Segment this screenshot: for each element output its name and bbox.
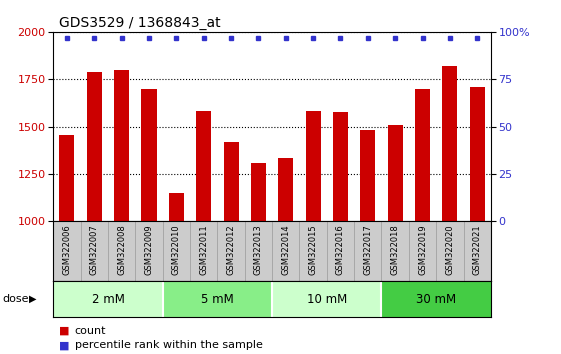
Bar xyxy=(251,164,266,221)
Text: dose: dose xyxy=(3,294,29,304)
Text: GDS3529 / 1368843_at: GDS3529 / 1368843_at xyxy=(59,16,220,30)
Bar xyxy=(59,135,75,221)
Bar xyxy=(87,72,102,221)
Text: GSM322012: GSM322012 xyxy=(227,224,236,275)
Text: GSM322009: GSM322009 xyxy=(145,224,154,275)
Text: 5 mM: 5 mM xyxy=(201,293,234,306)
Text: GSM322020: GSM322020 xyxy=(445,224,454,275)
Bar xyxy=(223,142,238,221)
Bar xyxy=(306,112,321,221)
Text: ■: ■ xyxy=(59,326,70,336)
Text: GSM322013: GSM322013 xyxy=(254,224,263,275)
Text: GSM322017: GSM322017 xyxy=(364,224,373,275)
Bar xyxy=(381,281,491,317)
Bar xyxy=(272,281,381,317)
Bar xyxy=(333,112,348,221)
Text: 2 mM: 2 mM xyxy=(91,293,125,306)
Bar xyxy=(360,130,375,221)
Bar xyxy=(388,125,403,221)
Text: ▶: ▶ xyxy=(29,294,36,304)
Text: 30 mM: 30 mM xyxy=(416,293,456,306)
Text: GSM322010: GSM322010 xyxy=(172,224,181,275)
Text: GSM322008: GSM322008 xyxy=(117,224,126,275)
Text: GSM322016: GSM322016 xyxy=(336,224,345,275)
Bar xyxy=(442,66,457,221)
Text: count: count xyxy=(75,326,106,336)
Bar xyxy=(278,158,293,221)
Text: GSM322015: GSM322015 xyxy=(309,224,318,275)
Bar xyxy=(196,112,211,221)
Text: 10 mM: 10 mM xyxy=(307,293,347,306)
Text: ■: ■ xyxy=(59,340,70,350)
Text: GSM322014: GSM322014 xyxy=(281,224,290,275)
Bar xyxy=(141,88,157,221)
Bar xyxy=(53,281,163,317)
Bar xyxy=(415,88,430,221)
Text: GSM322011: GSM322011 xyxy=(199,224,208,275)
Bar xyxy=(169,193,184,221)
Bar xyxy=(163,281,272,317)
Bar xyxy=(114,70,129,221)
Text: GSM322021: GSM322021 xyxy=(473,224,482,275)
Text: GSM322007: GSM322007 xyxy=(90,224,99,275)
Text: GSM322006: GSM322006 xyxy=(62,224,71,275)
Text: GSM322019: GSM322019 xyxy=(418,224,427,275)
Text: GSM322018: GSM322018 xyxy=(390,224,399,275)
Bar xyxy=(470,87,485,221)
Text: percentile rank within the sample: percentile rank within the sample xyxy=(75,340,263,350)
